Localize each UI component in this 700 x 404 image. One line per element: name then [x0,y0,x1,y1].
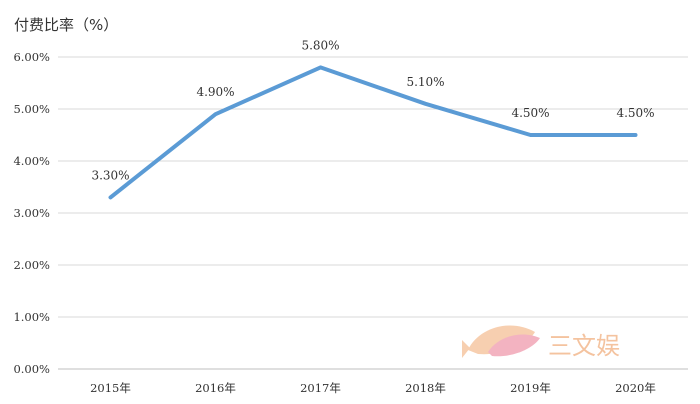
data-labels: 3.30% 4.90% 5.80% 5.10% 4.50% 4.50% [91,38,654,182]
y-tick-label: 1.00% [13,310,50,324]
data-label: 3.30% [91,168,129,182]
data-label: 4.90% [196,85,234,99]
x-tick-labels: 2015年 2016年 2017年 2018年 2019年 2020年 [90,381,656,395]
y-tick-label: 4.00% [13,154,50,168]
y-tick-label: 5.00% [13,102,50,116]
fish-logo-icon [462,325,540,358]
watermark: 三文娱 [462,325,620,360]
x-tick-label: 2017年 [300,381,341,395]
x-tick-label: 2016年 [195,381,236,395]
x-tick-label: 2018年 [405,381,446,395]
watermark-text: 三文娱 [548,332,620,360]
y-tick-label: 6.00% [13,50,50,64]
series-group [108,65,638,200]
y-tick-labels: 0.00% 1.00% 2.00% 3.00% 4.00% 5.00% 6.00% [13,50,50,376]
data-label: 5.10% [406,75,444,89]
data-label: 5.80% [301,38,339,52]
x-tick-label: 2020年 [615,381,656,395]
x-tick-label: 2015年 [90,381,131,395]
x-tick-label: 2019年 [510,381,551,395]
y-tick-label: 0.00% [13,362,50,376]
data-label: 4.50% [616,106,654,120]
data-label: 4.50% [511,106,549,120]
y-tick-label: 2.00% [13,258,50,272]
series-line [108,65,638,200]
y-tick-label: 3.00% [13,206,50,220]
y-axis-title: 付费比率（%） [14,16,118,34]
gridlines [58,56,688,370]
